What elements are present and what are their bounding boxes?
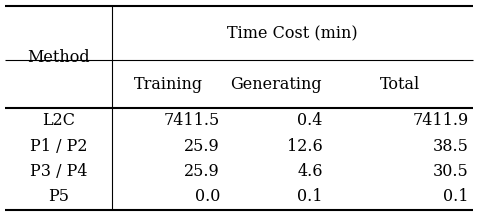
Text: P5: P5 xyxy=(48,188,69,205)
Text: L2C: L2C xyxy=(42,112,75,129)
Text: 12.6: 12.6 xyxy=(287,138,323,155)
Text: Generating: Generating xyxy=(230,76,322,93)
Text: 25.9: 25.9 xyxy=(184,138,220,155)
Text: Training: Training xyxy=(134,76,203,93)
Text: 4.6: 4.6 xyxy=(297,163,323,180)
Text: 25.9: 25.9 xyxy=(184,163,220,180)
Text: Method: Method xyxy=(27,49,90,66)
Text: 0.1: 0.1 xyxy=(443,188,468,205)
Text: P1 / P2: P1 / P2 xyxy=(30,138,87,155)
Text: 7411.5: 7411.5 xyxy=(163,112,220,129)
Text: 0.0: 0.0 xyxy=(195,188,220,205)
Text: 7411.9: 7411.9 xyxy=(412,112,468,129)
Text: 38.5: 38.5 xyxy=(433,138,468,155)
Text: Total: Total xyxy=(380,76,421,93)
Text: 30.5: 30.5 xyxy=(433,163,468,180)
Text: P3 / P4: P3 / P4 xyxy=(30,163,87,180)
Text: 0.4: 0.4 xyxy=(297,112,323,129)
Text: Time Cost (min): Time Cost (min) xyxy=(228,25,358,42)
Text: 0.1: 0.1 xyxy=(297,188,323,205)
